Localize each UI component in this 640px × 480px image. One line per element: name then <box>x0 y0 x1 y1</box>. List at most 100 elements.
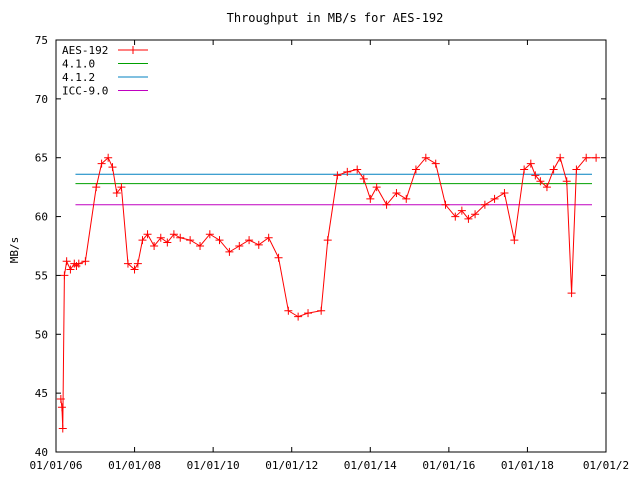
x-tick-label: 01/01/12 <box>265 459 318 472</box>
data-point <box>366 194 375 203</box>
data-point <box>556 153 565 162</box>
y-tick-label: 75 <box>35 34 48 47</box>
data-point <box>317 306 326 315</box>
data-point <box>254 240 263 249</box>
data-point <box>471 210 480 219</box>
data-point <box>333 171 342 180</box>
data-point <box>411 165 420 174</box>
x-tick-label: 01/01/18 <box>501 459 554 472</box>
data-point <box>62 257 71 266</box>
y-tick-label: 40 <box>35 446 48 459</box>
y-axis-label: MB/s <box>8 237 21 264</box>
data-point <box>156 233 165 242</box>
data-point <box>74 259 83 268</box>
data-point <box>123 259 132 268</box>
legend-label: AES-192 <box>62 44 108 57</box>
data-point <box>441 200 450 209</box>
data-point <box>457 206 466 215</box>
data-point <box>490 194 499 203</box>
y-tick-label: 50 <box>35 328 48 341</box>
data-point <box>526 159 535 168</box>
data-point <box>549 165 558 174</box>
data-point <box>108 163 117 172</box>
chart-title: Throughput in MB/s for AES-192 <box>227 11 444 25</box>
data-point <box>592 153 601 162</box>
series-line-aes192 <box>60 156 597 429</box>
x-tick-label: 01/01/2 <box>583 459 629 472</box>
data-point <box>143 230 152 239</box>
data-point <box>567 289 576 298</box>
data-point <box>57 403 66 412</box>
data-point <box>464 214 473 223</box>
data-point <box>536 177 545 186</box>
legend-marker <box>129 46 137 54</box>
data-point <box>133 259 142 268</box>
data-point <box>56 395 65 404</box>
data-point <box>421 153 430 162</box>
plot-frame <box>55 39 607 453</box>
data-point <box>196 242 205 250</box>
data-point <box>138 236 147 245</box>
data-point <box>392 189 401 198</box>
data-point <box>81 257 90 266</box>
y-tick-label: 55 <box>35 269 48 282</box>
y-tick-label: 45 <box>35 387 48 400</box>
data-point <box>343 167 352 176</box>
data-point <box>186 236 195 245</box>
data-point <box>500 189 509 198</box>
x-tick-label: 01/01/06 <box>30 459 83 472</box>
series-aes192 <box>56 153 601 433</box>
data-point <box>520 165 529 174</box>
data-point <box>510 236 519 245</box>
data-point <box>572 165 581 174</box>
data-point <box>294 312 303 321</box>
data-point <box>451 212 460 221</box>
data-point <box>372 183 381 192</box>
data-point <box>97 159 106 168</box>
data-point <box>274 253 283 262</box>
data-point <box>104 153 113 162</box>
x-tick-label: 01/01/10 <box>187 459 240 472</box>
data-point <box>323 236 332 245</box>
data-point <box>163 238 172 247</box>
data-point <box>431 159 440 168</box>
data-point <box>150 242 159 250</box>
x-tick-label: 01/01/08 <box>108 459 161 472</box>
data-point <box>304 309 313 318</box>
data-point <box>112 189 121 198</box>
axes: 40 45 50 55 60 65 70 75 01/01/06 01/01/08 01/01/10… <box>30 34 630 472</box>
data-point <box>58 424 67 433</box>
y-tick-label: 65 <box>35 152 48 165</box>
data-point <box>66 265 75 274</box>
data-point <box>176 233 185 242</box>
data-point <box>92 183 101 192</box>
y-tick-label: 60 <box>35 211 48 224</box>
data-point <box>359 174 368 183</box>
data-point <box>225 247 234 256</box>
legend-label: ICC-9.0 <box>62 85 108 98</box>
data-point <box>542 183 551 192</box>
data-point <box>402 194 411 203</box>
data-point <box>215 236 224 245</box>
data-point <box>130 265 139 274</box>
data-point <box>382 200 391 209</box>
data-point <box>264 233 273 242</box>
data-point <box>582 153 591 162</box>
data-point <box>480 200 489 209</box>
data-point <box>353 165 362 174</box>
data-point <box>117 183 126 192</box>
data-point <box>531 171 540 180</box>
legend-label: 4.1.0 <box>62 58 95 71</box>
x-tick-label: 01/01/16 <box>422 459 475 472</box>
reference-lines <box>75 173 592 206</box>
legend-label: 4.1.2 <box>62 71 95 84</box>
data-point <box>284 306 293 315</box>
data-point <box>235 242 244 250</box>
data-point <box>245 236 254 245</box>
data-point <box>205 230 214 239</box>
data-point <box>562 177 571 186</box>
data-point <box>169 230 178 239</box>
data-point <box>60 271 69 280</box>
